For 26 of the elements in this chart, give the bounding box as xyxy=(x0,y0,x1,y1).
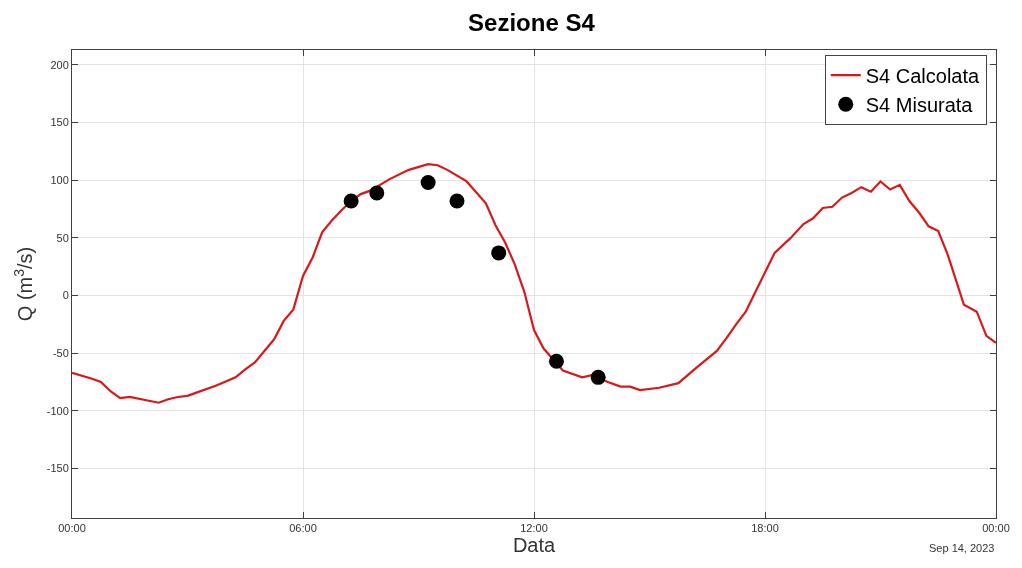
legend-label: S4 Misurata xyxy=(865,93,974,116)
chart-title: Sezione S4 xyxy=(468,9,596,36)
point xyxy=(343,193,359,209)
y-tick-label: 50 xyxy=(56,231,69,244)
y-tick-label: -100 xyxy=(46,404,69,417)
legend-label: S4 Calcolata xyxy=(865,64,981,87)
point xyxy=(449,193,465,209)
x-tick-label: 06:00 xyxy=(289,522,317,535)
point xyxy=(420,175,436,191)
y-tick-label: 200 xyxy=(50,58,69,71)
point xyxy=(369,185,385,201)
point xyxy=(548,353,564,369)
y-tick-label: 100 xyxy=(50,174,69,187)
point xyxy=(590,369,606,385)
x-axis-title: Data xyxy=(512,534,556,557)
point xyxy=(491,245,507,261)
y-tick-label: 150 xyxy=(50,116,69,129)
x-tick-label: 18:00 xyxy=(751,522,779,535)
line-series xyxy=(72,163,996,404)
y-tick-label: -50 xyxy=(52,347,69,360)
x-tick-label: 00:00 xyxy=(58,522,86,535)
y-tick-label: 0 xyxy=(62,289,69,302)
y-tick-label: -150 xyxy=(46,462,69,475)
text: Sep 14, 2023 xyxy=(929,542,995,554)
x-tick-label: 00:00 xyxy=(982,522,1010,535)
x-tick-label: 12:00 xyxy=(520,522,548,535)
